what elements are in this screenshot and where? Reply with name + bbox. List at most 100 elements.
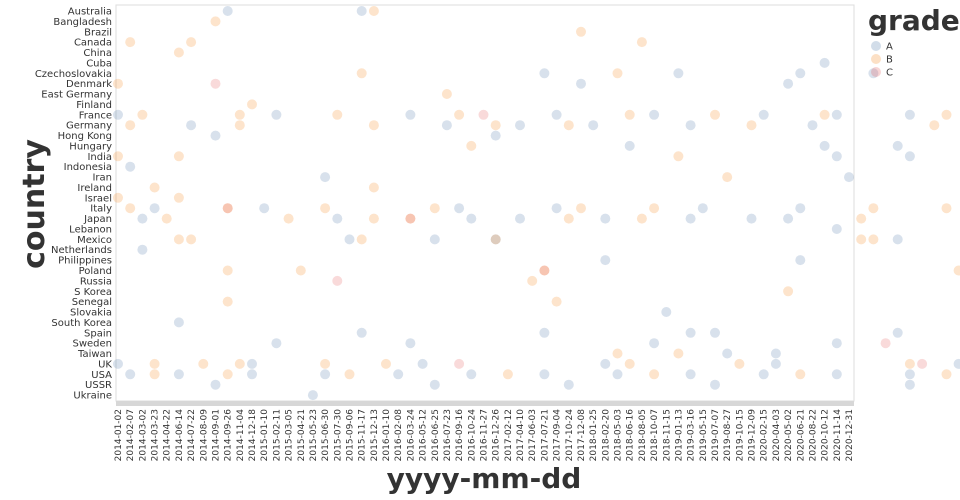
y-tick-label: India xyxy=(87,152,112,163)
y-tick-label: Lebanon xyxy=(69,224,112,235)
x-tick-label: 2017-09-04 xyxy=(553,409,563,462)
data-point-a xyxy=(685,369,696,380)
data-point-b xyxy=(710,109,720,120)
data-point-a xyxy=(393,369,404,380)
data-point-a xyxy=(697,203,708,214)
data-point-a xyxy=(685,120,696,131)
y-tick-label: Indonesia xyxy=(64,162,112,173)
data-point-a xyxy=(222,6,233,16)
data-point-a xyxy=(576,78,586,89)
y-tick-label: Iran xyxy=(92,173,112,184)
data-point-c xyxy=(405,213,416,224)
data-point-a xyxy=(685,213,696,224)
data-point-b xyxy=(429,203,440,214)
data-point-a xyxy=(210,379,221,390)
data-point-a xyxy=(332,213,343,224)
data-point-a xyxy=(795,68,806,79)
data-point-b xyxy=(368,213,379,224)
x-tick-label: 2016-10-24 xyxy=(467,409,477,462)
data-point-a xyxy=(770,358,781,369)
data-point-a xyxy=(685,327,696,338)
data-point-b xyxy=(795,369,806,380)
data-point-b xyxy=(868,234,879,245)
data-point-b xyxy=(222,296,233,307)
x-scrollbar[interactable] xyxy=(116,401,854,406)
data-point-a xyxy=(758,369,769,380)
data-point-b xyxy=(381,358,391,369)
data-point-a xyxy=(953,358,960,369)
x-tick-label: 2020-10-12 xyxy=(821,409,831,461)
data-point-a xyxy=(588,120,599,131)
data-point-a xyxy=(563,379,574,390)
data-point-a xyxy=(539,369,550,380)
y-tick-label: Slovakia xyxy=(70,308,112,319)
data-point-b xyxy=(186,234,197,245)
data-point-a xyxy=(831,109,842,120)
data-point-b xyxy=(222,265,233,276)
data-point-b xyxy=(247,99,257,110)
data-point-b xyxy=(612,68,623,79)
x-tick-label: 2020-06-21 xyxy=(796,409,806,461)
x-tick-label: 2020-08-22 xyxy=(808,409,818,461)
x-tick-label: 2019-10-15 xyxy=(735,409,745,461)
x-tick-label: 2014-11-04 xyxy=(236,409,246,462)
y-tick-label: Finland xyxy=(76,100,112,111)
x-tick-label: 2017-10-24 xyxy=(565,409,575,462)
y-tick-label: Hong Kong xyxy=(58,131,112,142)
data-points xyxy=(113,6,960,401)
x-axis-ticks: 2014-01-02 2014-02-07 2014-03-02 2014-03-23… xyxy=(114,409,855,462)
data-point-a xyxy=(320,369,331,380)
x-tick-label: 2014-03-02 xyxy=(138,409,148,461)
data-point-a xyxy=(186,120,197,131)
data-point-b xyxy=(222,369,233,380)
data-point-b xyxy=(624,109,635,120)
data-point-a xyxy=(722,348,733,359)
data-point-b xyxy=(527,275,538,286)
x-tick-label: 2020-12-31 xyxy=(845,409,855,461)
data-point-c xyxy=(539,265,550,276)
data-point-b xyxy=(332,109,343,120)
x-tick-label: 2014-08-09 xyxy=(199,409,209,462)
data-point-a xyxy=(904,151,915,162)
data-point-a xyxy=(746,213,757,224)
x-tick-label: 2014-04-22 xyxy=(163,409,173,461)
data-point-b xyxy=(234,109,245,120)
data-point-a xyxy=(600,255,611,266)
x-tick-label: 2018-02-20 xyxy=(601,409,611,462)
x-tick-label: 2014-03-23 xyxy=(151,409,161,461)
data-point-a xyxy=(307,390,318,401)
y-tick-label: Netherlands xyxy=(51,245,112,256)
data-point-a xyxy=(137,213,148,224)
data-point-b xyxy=(819,109,830,120)
data-point-a xyxy=(551,109,562,120)
data-point-b xyxy=(929,120,940,131)
data-point-b xyxy=(649,203,660,214)
data-point-a xyxy=(405,109,416,120)
data-point-c xyxy=(222,203,233,214)
y-tick-label: Mexico xyxy=(77,235,112,246)
data-point-a xyxy=(649,109,660,120)
data-point-a xyxy=(356,327,367,338)
data-point-a xyxy=(125,369,136,380)
data-point-a xyxy=(429,379,440,390)
data-point-b xyxy=(198,358,209,369)
data-point-b xyxy=(173,234,184,245)
data-point-a xyxy=(612,369,623,380)
x-tick-label: 2018-10-07 xyxy=(650,409,660,461)
data-point-b xyxy=(405,213,416,224)
x-tick-label: 2019-07-07 xyxy=(711,409,721,461)
legend: grade ABC xyxy=(868,4,960,79)
data-point-a xyxy=(770,348,781,359)
y-tick-label: Taiwan xyxy=(77,349,112,360)
data-point-b xyxy=(576,203,586,214)
y-tick-label: Philippines xyxy=(58,256,112,267)
x-tick-label: 2015-07-30 xyxy=(333,409,343,462)
data-point-b xyxy=(149,369,160,380)
data-point-b xyxy=(125,203,136,214)
data-point-a xyxy=(649,338,660,349)
data-point-a xyxy=(515,120,525,131)
x-tick-label: 2016-06-25 xyxy=(431,409,441,461)
legend-symbol xyxy=(871,67,881,77)
x-tick-label: 2014-02-07 xyxy=(126,409,136,461)
data-point-a xyxy=(904,379,915,390)
